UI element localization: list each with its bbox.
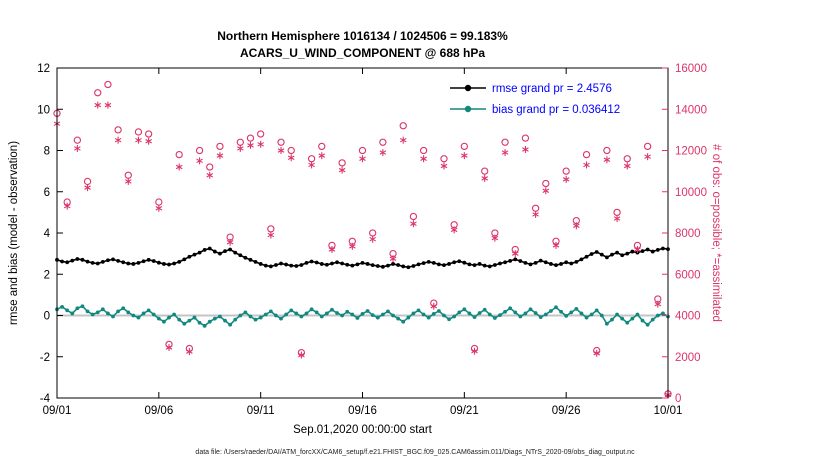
svg-text:2000: 2000 — [675, 352, 701, 364]
chart-title-line1: Northern Hemisphere 1016134 / 1024506 = … — [217, 29, 508, 43]
svg-text:09/26: 09/26 — [552, 405, 581, 417]
legend-label-bias: bias grand pr = 0.036412 — [492, 104, 620, 116]
svg-text:6: 6 — [44, 187, 50, 199]
svg-text:8000: 8000 — [675, 228, 701, 240]
svg-text:09/16: 09/16 — [348, 405, 377, 417]
svg-text:8: 8 — [44, 146, 50, 158]
legend-item-bias: bias grand pr = 0.036412 — [450, 104, 620, 116]
svg-text:4000: 4000 — [675, 311, 701, 323]
svg-text:09/11: 09/11 — [247, 405, 275, 417]
svg-text:2: 2 — [44, 269, 50, 281]
svg-text:-2: -2 — [40, 352, 50, 364]
series-rmse — [55, 246, 670, 270]
series-possible — [53, 80, 672, 398]
svg-text:09/01: 09/01 — [43, 405, 72, 417]
svg-text:10000: 10000 — [675, 187, 707, 199]
svg-text:12000: 12000 — [675, 146, 707, 158]
series-assimilated — [53, 101, 672, 399]
axes-box — [56, 67, 669, 399]
legend-marker-bias-icon — [464, 105, 472, 113]
svg-text:0: 0 — [44, 311, 50, 323]
legend-item-rmse: rmse grand pr = 2.4576 — [450, 83, 612, 95]
svg-text:4: 4 — [44, 228, 51, 240]
svg-text:09/06: 09/06 — [144, 405, 173, 417]
svg-text:09/21: 09/21 — [450, 405, 479, 417]
svg-text:0: 0 — [675, 393, 681, 405]
chart-title: Northern Hemisphere 1016134 / 1024506 = … — [57, 28, 668, 62]
chart-title-line2: ACARS_U_WIND_COMPONENT @ 688 hPa — [239, 46, 486, 60]
legend-marker-rmse-icon — [464, 84, 472, 92]
y-axis-right-ticks: 0 2000 4000 6000 8000 10000 12000 14000 16000 — [662, 63, 707, 405]
svg-text:10/01: 10/01 — [654, 405, 683, 417]
legend: rmse grand pr = 2.4576 bias grand pr = 0.… — [450, 83, 620, 116]
x-axis-ticks: 09/01 09/06 09/11 09/16 09/21 09/26 10/01 — [43, 68, 683, 417]
svg-text:14000: 14000 — [675, 104, 707, 116]
svg-text:12: 12 — [37, 63, 50, 75]
svg-text:10: 10 — [37, 104, 50, 116]
svg-text:16000: 16000 — [675, 63, 707, 75]
svg-text:6000: 6000 — [675, 269, 701, 281]
legend-label-rmse: rmse grand pr = 2.4576 — [492, 83, 612, 95]
svg-text:-4: -4 — [40, 393, 51, 405]
data-file-path: data file: /Users/raeder/DAI/ATM_forcXX/… — [195, 449, 635, 456]
y-axis-left-ticks: -4 -2 0 2 4 6 8 10 12 — [37, 63, 63, 405]
data-series — [53, 80, 672, 399]
x-axis-label: Sep.01,2020 00:00:00 start — [293, 424, 432, 436]
